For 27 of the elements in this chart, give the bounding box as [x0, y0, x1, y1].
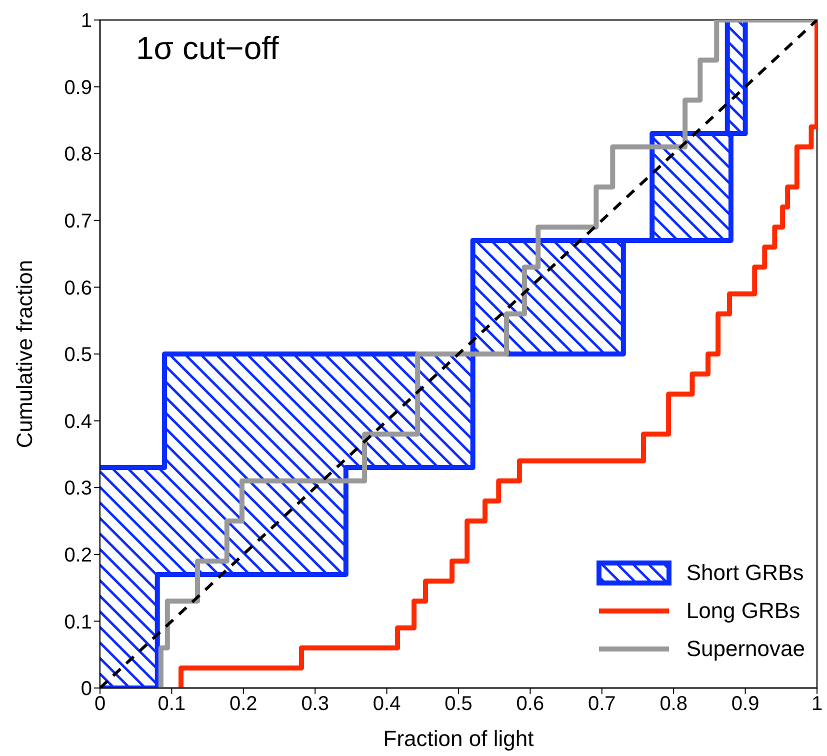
y-tick-label: 1 [80, 10, 92, 32]
y-tick-label: 0.7 [64, 210, 92, 232]
x-tick-label: 0.4 [372, 693, 401, 716]
x-tick-label: 0.8 [660, 693, 688, 716]
y-tick-label: 0.1 [64, 611, 92, 634]
annotation: 1σ cut−off [136, 30, 279, 67]
y-tick-label: 0.9 [64, 76, 92, 99]
x-tick-label: 0.2 [229, 693, 258, 716]
y-tick-label: 0.5 [64, 344, 92, 366]
x-tick-label: 1 [811, 693, 823, 716]
y-tick-label: 0.8 [64, 144, 92, 166]
y-tick-label: 0.2 [64, 544, 92, 566]
x-tick-label: 0.9 [731, 693, 760, 716]
x-tick-label: 0.5 [444, 693, 472, 716]
legend-label: Short GRBs [686, 560, 804, 586]
x-tick-label: 0.1 [158, 693, 186, 716]
y-tick-label: 0 [80, 678, 92, 700]
legend-label: Long GRBs [686, 598, 800, 624]
x-axis-title: Fraction of light [383, 726, 534, 751]
y-tick-label: 0.4 [64, 410, 92, 433]
y-tick-label: 0.3 [64, 478, 92, 500]
x-tick-label: 0.6 [516, 693, 544, 716]
y-axis-title: Cumulative fraction [12, 260, 37, 448]
legend-label: Supernovae [686, 636, 805, 662]
y-tick-label: 0.6 [64, 277, 92, 300]
x-tick-label: 0.7 [588, 693, 616, 716]
x-tick-label: 0.3 [301, 693, 330, 716]
